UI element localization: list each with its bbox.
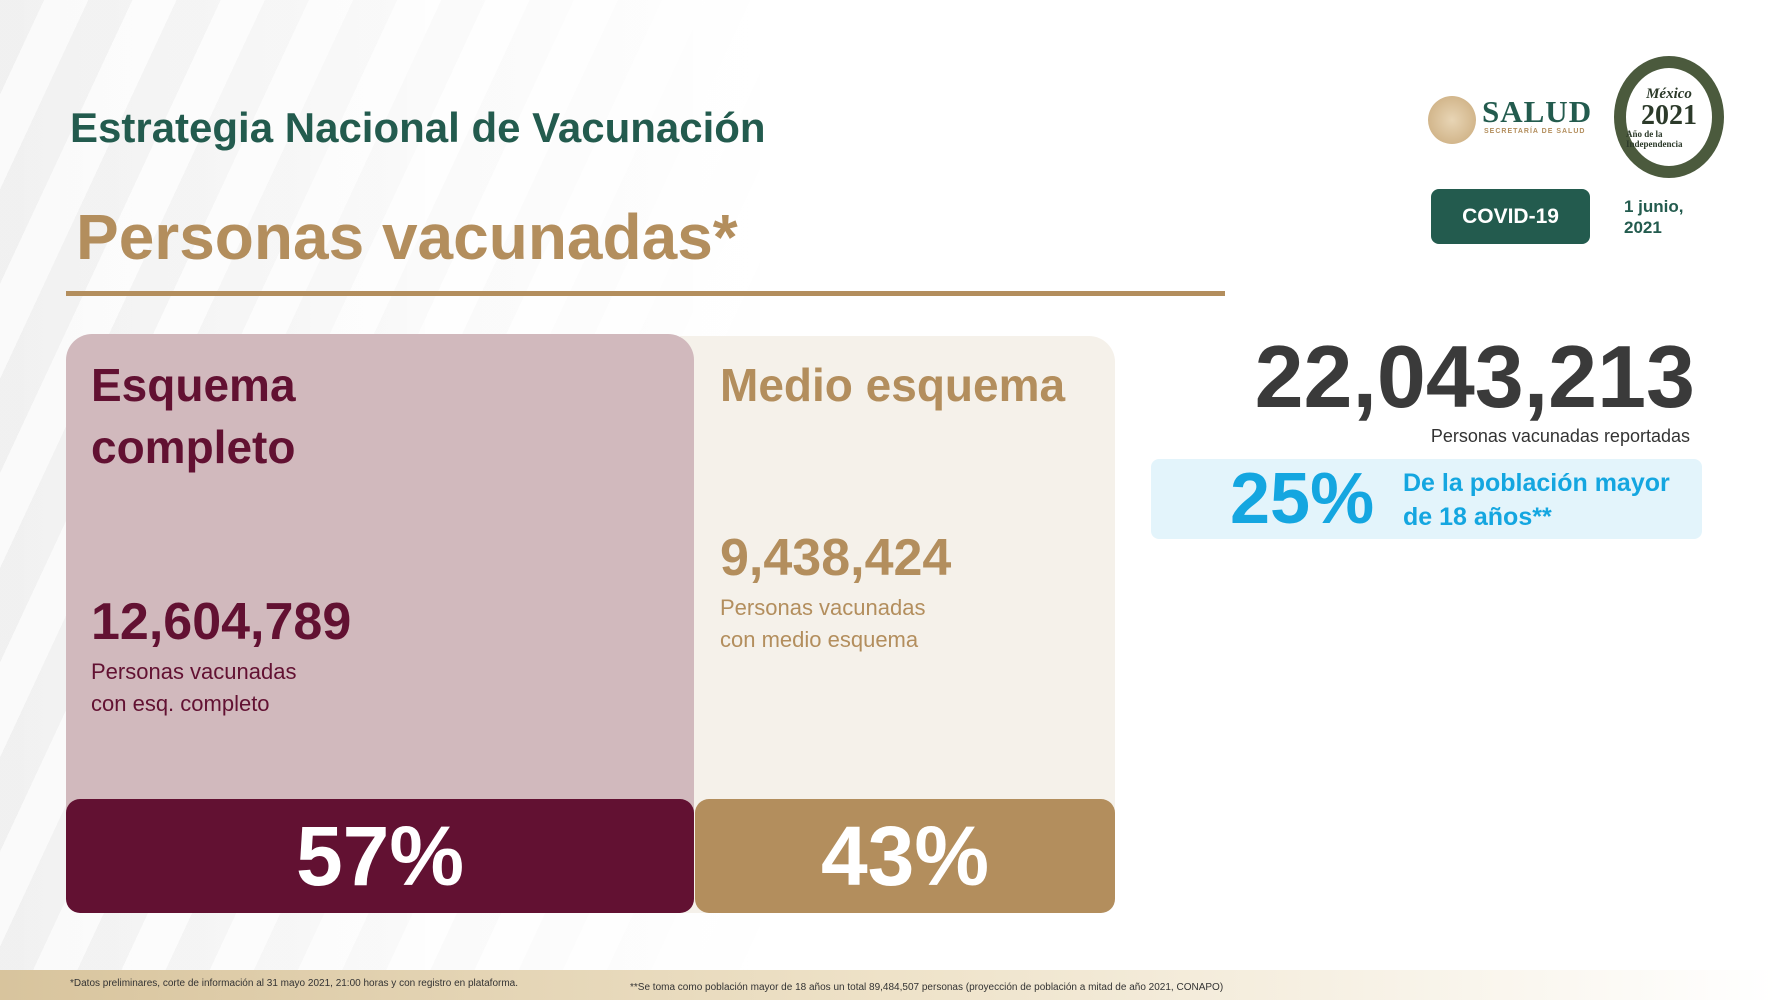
desc-line: con esq. completo	[91, 691, 270, 716]
footnote-2: **Se toma como población mayor de 18 año…	[630, 982, 1224, 993]
page-subtitle: Personas vacunadas*	[76, 201, 738, 273]
population-percent: 25%	[1230, 459, 1375, 539]
national-seal-icon	[1428, 96, 1476, 144]
complete-scheme-count: 12,604,789	[91, 593, 352, 651]
half-scheme-count: 9,438,424	[720, 529, 952, 587]
complete-scheme-title: Esquema completo	[91, 354, 296, 478]
desc-line: De la población mayor	[1403, 469, 1670, 497]
covid-badge: COVID-19	[1431, 189, 1590, 244]
title-line: completo	[91, 421, 296, 473]
divider	[66, 291, 1225, 296]
salud-logo-subtitle: SECRETARÍA DE SALUD	[1484, 128, 1586, 135]
date-line: 1 junio,	[1624, 197, 1684, 216]
date-line: 2021	[1624, 218, 1662, 237]
report-date: 1 junio, 2021	[1624, 196, 1684, 238]
footer-band	[0, 970, 1778, 1000]
population-percent-desc: De la población mayor de 18 años**	[1403, 466, 1670, 534]
title-line: Esquema	[91, 359, 296, 411]
half-scheme-percent: 43%	[695, 799, 1115, 913]
footnote-1: *Datos preliminares, corte de informació…	[70, 978, 519, 989]
logo-text: México	[1646, 85, 1692, 102]
complete-scheme-percent: 57%	[66, 799, 694, 913]
mexico-2021-logo: México 2021 Año de la Independencia	[1614, 56, 1724, 178]
complete-scheme-desc: Personas vacunadas con esq. completo	[91, 656, 296, 720]
desc-line: de 18 años**	[1403, 503, 1552, 531]
half-scheme-desc: Personas vacunadas con medio esquema	[720, 592, 925, 656]
desc-line: Personas vacunadas	[91, 659, 297, 684]
total-vaccinated-label: Personas vacunadas reportadas	[1430, 426, 1690, 446]
population-percent-box	[1151, 459, 1702, 539]
logo-text: Año de la Independencia	[1626, 128, 1683, 149]
desc-line: con medio esquema	[720, 627, 919, 652]
page-title: Estrategia Nacional de Vacunación	[70, 104, 766, 151]
desc-line: Personas vacunadas	[720, 595, 926, 620]
total-vaccinated-count: 22,043,213	[1254, 327, 1695, 426]
half-scheme-title: Medio esquema	[720, 359, 1066, 411]
salud-logo: SALUD	[1482, 94, 1593, 129]
logo-text: 2021	[1641, 99, 1697, 131]
